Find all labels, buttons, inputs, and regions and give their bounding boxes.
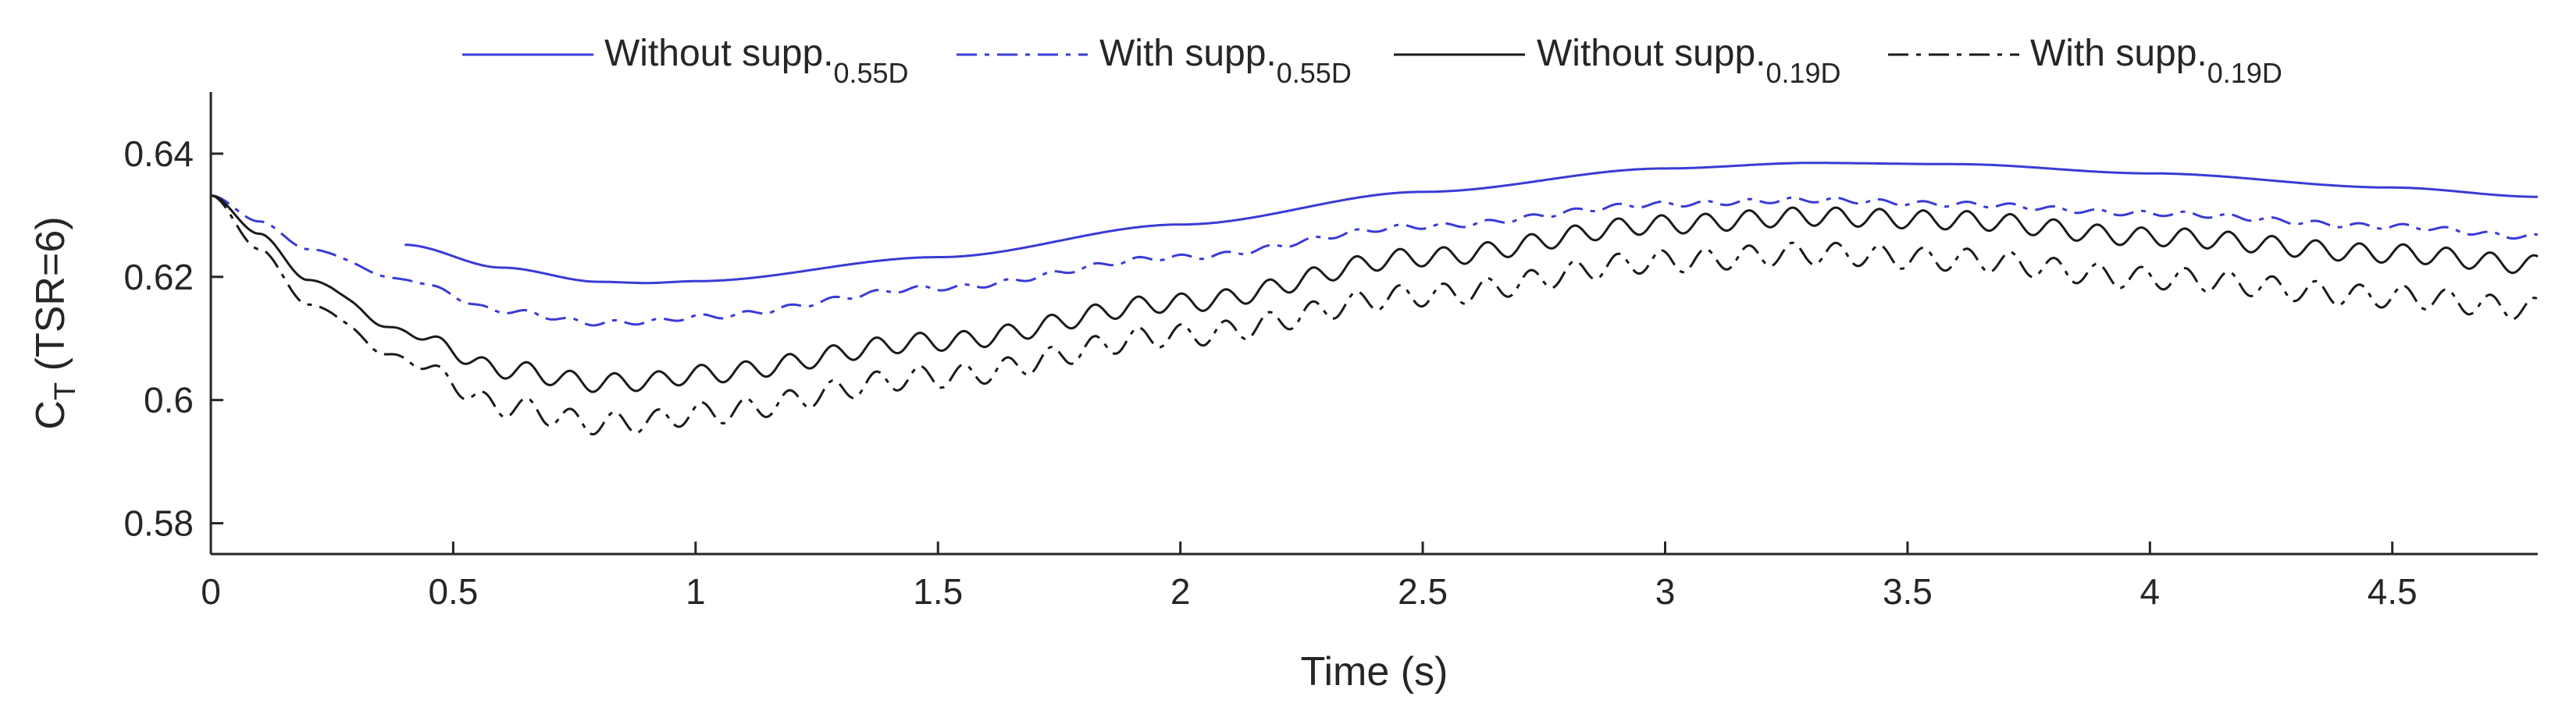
legend-label-2: With supp.0.55D (1099, 33, 1352, 89)
y-axis-title-sub: T (49, 382, 82, 400)
x-tick-label: 2 (1170, 571, 1191, 612)
y-axis-title: CT (TSR=6) (28, 216, 82, 429)
legend-name: With supp. (2030, 33, 2207, 74)
legend-name: Without supp. (604, 33, 833, 74)
legend-subscript: 0.55D (833, 57, 908, 89)
series-line-3 (210, 194, 2539, 393)
y-axis-title-rest: (TSR=6) (28, 216, 73, 382)
legend-label-1: Without supp.0.55D (604, 33, 909, 89)
series-line-2 (210, 194, 2539, 327)
legend: Without supp.0.55D With supp.0.55D Without… (462, 33, 2282, 89)
y-tick-label: 0.6 (144, 380, 194, 421)
x-tick-label: 0.5 (428, 571, 478, 612)
legend-name: With supp. (1099, 33, 1277, 74)
x-tick-label: 0 (201, 571, 221, 612)
x-axis-title: Time (s) (1301, 649, 1448, 694)
x-tick-label: 2.5 (1398, 571, 1448, 612)
legend-subscript: 0.55D (1277, 57, 1352, 89)
legend-name: Without supp. (1537, 33, 1765, 74)
series-line-1 (404, 162, 2538, 285)
x-tick-label: 4.5 (2368, 571, 2417, 612)
legend-label-4: With supp.0.19D (2030, 33, 2282, 89)
y-tick-label: 0.62 (123, 257, 194, 297)
x-tick-label: 4 (2140, 571, 2161, 612)
axes (209, 92, 2538, 556)
y-ticks: 0.58 0.6 0.62 0.64 (123, 133, 223, 544)
x-tick-label: 1.5 (913, 571, 963, 612)
y-tick-label: 0.64 (123, 133, 194, 174)
legend-label-3: Without supp.0.19D (1537, 33, 1841, 89)
series-line-4 (210, 194, 2539, 436)
x-tick-label: 3.5 (1883, 571, 1933, 612)
x-tick-label: 1 (686, 571, 706, 612)
legend-subscript: 0.19D (1765, 57, 1840, 89)
x-tick-label: 3 (1655, 571, 1676, 612)
plot-lines (210, 162, 2539, 436)
y-tick-label: 0.58 (123, 503, 194, 544)
y-axis-title-main: C (28, 400, 73, 430)
x-ticks: 0 0.5 1 1.5 2 2.5 3 3.5 4 4.5 (201, 542, 2417, 612)
legend-subscript: 0.19D (2207, 57, 2282, 89)
